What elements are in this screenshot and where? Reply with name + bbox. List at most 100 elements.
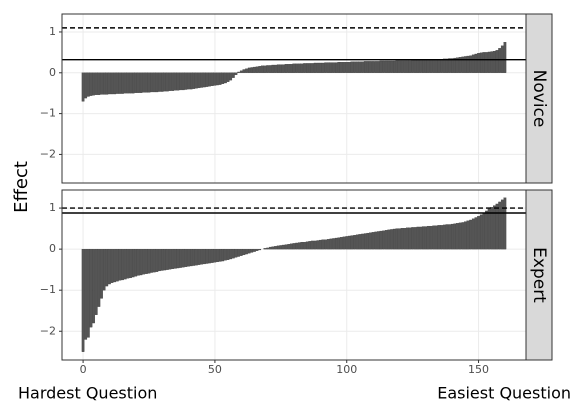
bar (245, 68, 248, 73)
bar (474, 217, 478, 250)
bar (187, 72, 190, 90)
bar (387, 60, 391, 73)
bar (456, 223, 459, 250)
bar (239, 248, 243, 256)
bar (203, 248, 206, 265)
bar (200, 72, 204, 88)
bar (308, 63, 312, 73)
bar (379, 60, 383, 73)
bar (353, 235, 356, 250)
bar (87, 248, 90, 338)
bar (350, 235, 354, 250)
bar (350, 61, 354, 73)
bar (160, 72, 164, 92)
bar (490, 207, 494, 250)
bar (329, 238, 333, 250)
bar (147, 72, 151, 93)
bar (145, 72, 148, 93)
bar (458, 222, 462, 250)
bar (195, 72, 198, 89)
bar (471, 54, 475, 73)
bar (406, 60, 409, 73)
bar (435, 59, 438, 73)
bar (250, 67, 254, 73)
bar (440, 225, 443, 250)
bar (366, 61, 370, 73)
bar (342, 236, 346, 250)
y-tick-label: −2 (40, 324, 56, 337)
bar (384, 60, 388, 73)
bar (408, 227, 412, 250)
bar (126, 72, 130, 94)
bar (413, 59, 417, 73)
bar (89, 72, 93, 96)
bar (121, 248, 124, 281)
bar (442, 58, 446, 73)
bar (166, 72, 169, 92)
bar (232, 248, 235, 259)
bar (184, 248, 188, 267)
bar (461, 222, 465, 250)
bar (474, 53, 478, 73)
bar (168, 72, 172, 91)
bar (287, 244, 291, 250)
bar (458, 57, 462, 73)
bar (279, 64, 283, 73)
bar (174, 72, 177, 91)
bar (197, 248, 201, 265)
bar (300, 63, 304, 73)
bar (477, 53, 480, 73)
bar (263, 248, 267, 250)
bar (500, 199, 504, 250)
bar (313, 240, 317, 250)
bar (168, 248, 172, 270)
bar (126, 248, 130, 279)
bar (477, 216, 480, 250)
bar (239, 70, 243, 73)
bar (303, 241, 306, 250)
bar (337, 62, 341, 73)
bar (371, 232, 375, 250)
bar (100, 72, 103, 95)
panel-background (62, 14, 526, 183)
bar (321, 239, 325, 250)
bar (110, 72, 114, 95)
bar (311, 240, 314, 250)
bar (200, 248, 204, 265)
bar (369, 232, 372, 250)
bar (374, 61, 378, 73)
y-tick-label: 0 (49, 66, 56, 79)
bar (432, 225, 436, 250)
bar (487, 51, 491, 73)
bar (229, 248, 233, 260)
bar (292, 63, 296, 73)
bar (216, 72, 219, 86)
bar (113, 248, 117, 283)
bar (242, 69, 246, 73)
bar (453, 57, 457, 73)
bar (395, 60, 399, 73)
bar (295, 63, 298, 73)
bar (208, 248, 211, 264)
bar (97, 248, 101, 307)
bar (250, 248, 254, 253)
bar (303, 63, 306, 73)
bar (197, 72, 201, 89)
bar (297, 63, 301, 73)
bar (319, 62, 322, 73)
bar (218, 72, 222, 85)
bar (282, 244, 285, 250)
bar (319, 239, 322, 250)
bar (176, 248, 180, 269)
bar (479, 214, 483, 250)
bar (184, 72, 188, 90)
bar (355, 234, 359, 250)
bar (171, 72, 175, 91)
strip-label: Novice (529, 70, 549, 128)
bar (408, 60, 412, 73)
bar (421, 226, 425, 250)
x-tick-label: 150 (468, 363, 489, 376)
bar (142, 72, 146, 93)
bar (432, 59, 436, 73)
